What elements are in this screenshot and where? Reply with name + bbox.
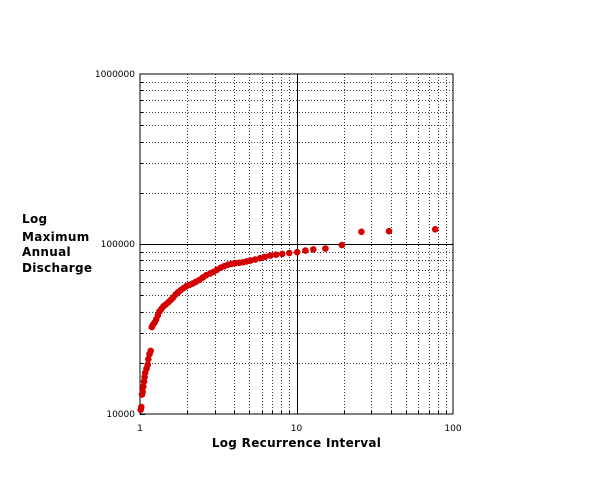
data-point	[145, 355, 152, 363]
data-point	[256, 254, 264, 262]
y-tick-label: 10000	[106, 410, 135, 420]
x-tick-label: 100	[444, 424, 461, 434]
data-point	[338, 241, 346, 249]
data-point	[293, 248, 301, 256]
data-point	[310, 246, 317, 253]
y-tick-label: 100000	[101, 240, 136, 250]
data-points	[137, 226, 439, 414]
axis-ticks	[140, 82, 447, 415]
x-tick-label: 1	[137, 424, 143, 434]
major-gridlines	[140, 74, 453, 414]
y-axis-label-line-3: Annual	[22, 245, 71, 259]
y-tick-labels: 10000 100000 1000000	[95, 70, 135, 420]
data-point	[302, 247, 309, 254]
y-axis-label-line-2: Maximum	[22, 230, 90, 244]
data-point	[267, 252, 274, 259]
plot-frame	[139, 73, 454, 415]
data-point	[139, 388, 146, 396]
x-axis-label: Log Recurrence Interval	[211, 436, 382, 450]
y-axis-label-line-1: Log	[22, 212, 48, 226]
data-point	[272, 251, 280, 258]
data-point	[431, 226, 439, 233]
y-tick-label: 1000000	[95, 70, 135, 80]
data-point	[140, 383, 147, 390]
data-point	[278, 250, 286, 258]
data-point	[358, 228, 365, 236]
data-point	[385, 227, 393, 235]
data-point	[322, 245, 329, 252]
data-point	[144, 361, 151, 369]
data-point	[138, 403, 145, 411]
y-axis-label-line-4: Discharge	[22, 261, 93, 275]
data-point	[286, 249, 293, 257]
data-point	[261, 253, 269, 261]
x-tick-labels: 1 10 100	[137, 424, 462, 434]
x-tick-label: 10	[291, 424, 303, 434]
data-point	[147, 347, 154, 355]
